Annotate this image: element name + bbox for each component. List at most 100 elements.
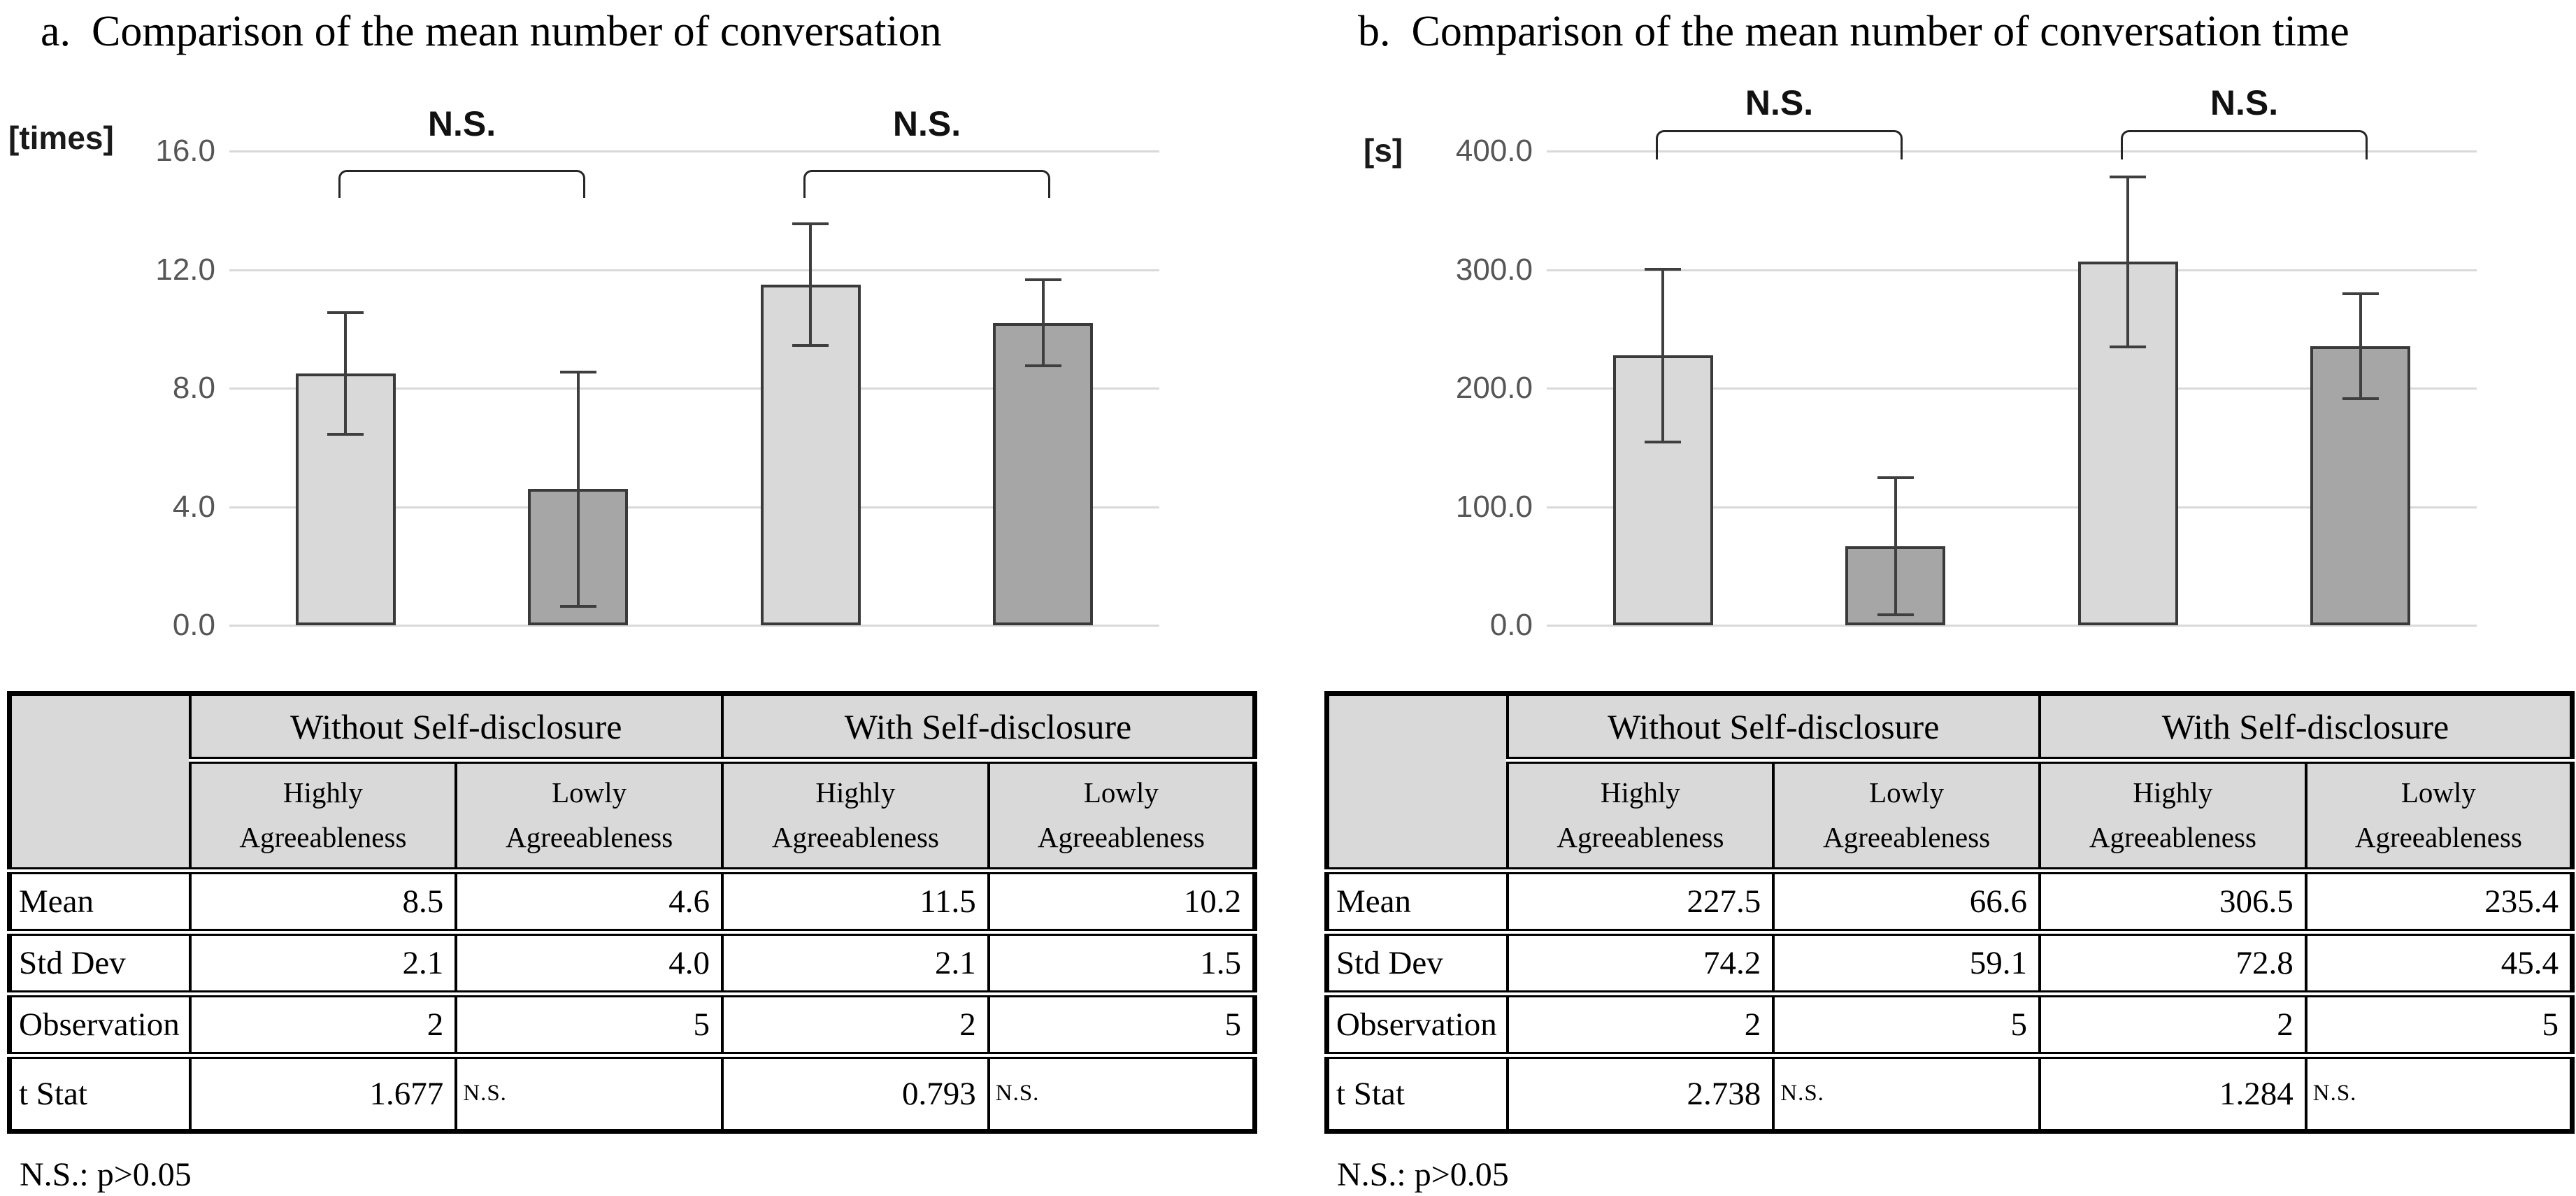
bar-chart-a: [times] 16.0 12.0 8.0 4.0 0.0 N.S. N.S.	[6, 0, 1253, 671]
y-tick-label: 400.0	[1455, 134, 1533, 168]
value-cell: 74.2	[1505, 929, 1775, 994]
value-cell: 8.5	[188, 867, 458, 932]
error-bar-stem	[1041, 278, 1045, 368]
ns-result-cell: N.S.	[455, 1052, 724, 1131]
y-tick-label: 0.0	[172, 608, 215, 642]
value-cell: 227.5	[1505, 867, 1775, 932]
gridline	[229, 506, 1159, 508]
panel-b: b. Comparison of the mean number of conve…	[1323, 0, 2575, 1196]
y-axis-unit-label: [s]	[1364, 132, 1403, 169]
error-bar-stem	[2359, 292, 2362, 400]
column-header-cell: Highly Agreeableness	[188, 757, 458, 871]
value-cell: 66.6	[1772, 867, 2041, 932]
error-bar-cap-top	[792, 222, 829, 225]
error-bar-cap-bottom	[1645, 441, 1682, 444]
row-label-cell: Mean	[8, 867, 192, 932]
error-bar-cap-top	[327, 311, 364, 314]
column-header-cell: Highly Agreeableness	[721, 757, 990, 871]
row-label-cell: t Stat	[8, 1052, 192, 1131]
value-cell: 11.5	[721, 867, 990, 932]
value-cell: 4.0	[455, 929, 724, 994]
stats-table-b: Without Self-disclosure With Self-disclos…	[1324, 691, 2575, 1134]
value-cell: 2	[2038, 990, 2307, 1055]
column-header-cell: Lowly Agreeableness	[987, 757, 1257, 871]
y-tick-label: 4.0	[172, 489, 215, 524]
error-bar	[1877, 476, 1914, 617]
y-tick-label: 100.0	[1455, 489, 1533, 524]
error-bar-cap-top	[559, 370, 596, 373]
bar	[2310, 346, 2411, 625]
bar-chart-b: [s] 400.0 300.0 200.0 100.0 0.0 N.S. N.S.	[1323, 0, 2570, 671]
table-corner-cell	[8, 693, 192, 871]
error-bar-stem	[344, 311, 348, 436]
table-row: t Stat 2.738 N.S. 1.284 N.S.	[1325, 1052, 2574, 1131]
plot-area	[229, 150, 1159, 627]
error-bar-stem	[576, 370, 580, 608]
column-header-cell: Lowly Agreeableness	[2304, 757, 2574, 871]
value-cell: 5	[1772, 990, 2041, 1055]
error-bar	[792, 222, 829, 347]
group-header-cell: With Self-disclosure	[2038, 693, 2574, 760]
error-bar-cap-top	[1645, 267, 1682, 271]
gridline	[229, 269, 1159, 271]
gridline	[229, 387, 1159, 390]
gridline	[1547, 150, 2477, 152]
panel-b-title: b. Comparison of the mean number of conve…	[1358, 7, 2349, 57]
y-tick-label: 200.0	[1455, 371, 1533, 405]
footnote-b: N.S.: p>0.05	[1337, 1156, 1509, 1193]
y-tick-label: 12.0	[155, 252, 215, 287]
gridline	[1547, 625, 2477, 627]
footnote-a: N.S.: p>0.05	[20, 1156, 192, 1193]
error-bar-cap-top	[2110, 176, 2147, 179]
panel-a-label: a.	[41, 8, 71, 55]
error-bar	[327, 311, 364, 436]
row-label-cell: Std Dev	[8, 929, 192, 994]
panel-a: a. Comparison of the mean number of conve…	[6, 0, 1257, 1196]
value-cell: 2	[188, 990, 458, 1055]
value-cell: 306.5	[2038, 867, 2307, 932]
plot-area	[1547, 150, 2477, 627]
ns-result-cell: N.S.	[1772, 1052, 2041, 1131]
column-header-cell: Highly Agreeableness	[1505, 757, 1775, 871]
value-cell: 2.1	[721, 929, 990, 994]
value-cell: 1.284	[2038, 1052, 2307, 1131]
gridline	[1547, 506, 2477, 508]
table-group-header-row: Without Self-disclosure With Self-disclos…	[8, 693, 1257, 871]
table-row: Observation 2 5 2 5	[8, 990, 1257, 1055]
value-cell: 2	[1505, 990, 1775, 1055]
error-bar-cap-bottom	[1024, 364, 1061, 368]
value-cell: 72.8	[2038, 929, 2307, 994]
error-bar-stem	[809, 222, 813, 347]
row-label-cell: Mean	[1325, 867, 1509, 932]
table-row: Std Dev 74.2 59.1 72.8 45.4	[1325, 929, 2574, 994]
error-bar-cap-top	[1024, 278, 1061, 282]
row-label-cell: t Stat	[1325, 1052, 1509, 1131]
error-bar-cap-bottom	[792, 343, 829, 347]
error-bar-stem	[1661, 267, 1665, 444]
table-sub-header-row: Highly Agreeableness Lowly Agreeableness H…	[10, 757, 1257, 871]
group-header-cell: Without Self-disclosure	[188, 693, 724, 760]
gridline	[1547, 387, 2477, 390]
row-label-cell: Std Dev	[1325, 929, 1509, 994]
bar	[993, 322, 1094, 625]
error-bar-cap-top	[1877, 476, 1914, 479]
value-cell: 59.1	[1772, 929, 2041, 994]
error-bar-cap-bottom	[1877, 613, 1914, 617]
panel-a-title-text: Comparison of the mean number of convers…	[92, 8, 942, 55]
group-header-cell: With Self-disclosure	[721, 693, 1257, 760]
error-bar-cap-bottom	[2110, 345, 2147, 348]
value-cell: 10.2	[987, 867, 1257, 932]
value-cell: 235.4	[2304, 867, 2574, 932]
y-tick-label: 300.0	[1455, 252, 1533, 287]
error-bar-cap-bottom	[327, 432, 364, 436]
value-cell: 1.5	[987, 929, 1257, 994]
panel-a-title: a. Comparison of the mean number of conve…	[41, 7, 942, 57]
error-bar-cap-bottom	[559, 604, 596, 608]
value-cell: 5	[987, 990, 1257, 1055]
table-sub-header-row: Highly Agreeableness Lowly Agreeableness H…	[1327, 757, 2574, 871]
value-cell: 2.1	[188, 929, 458, 994]
ns-result-cell: N.S.	[2304, 1052, 2574, 1131]
error-bar	[2110, 176, 2147, 348]
column-header-cell: Lowly Agreeableness	[455, 757, 724, 871]
value-cell: 5	[455, 990, 724, 1055]
